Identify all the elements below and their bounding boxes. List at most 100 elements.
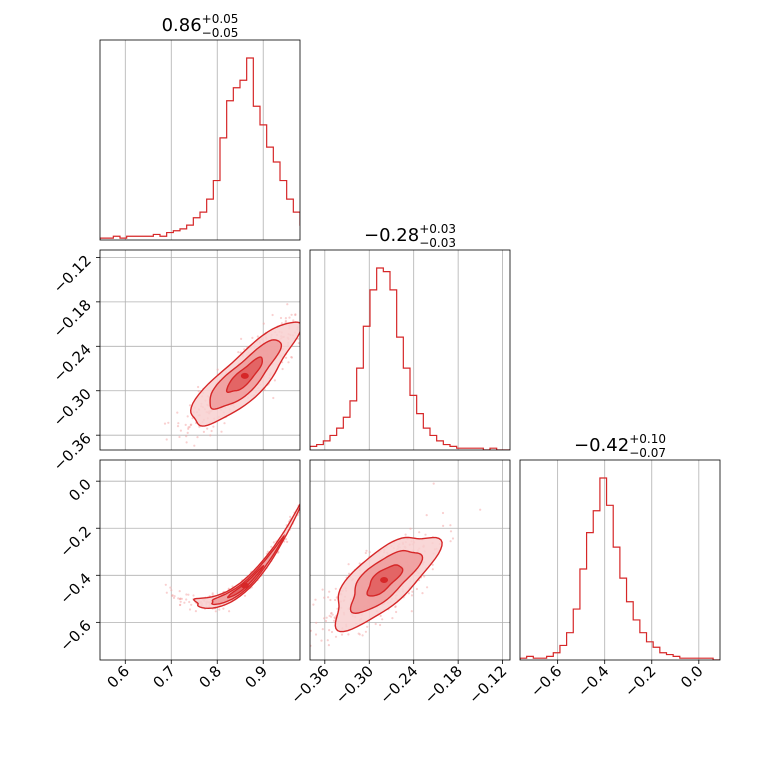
histogram-panel-1: −0.28+0.03 −0.03 xyxy=(309,222,511,451)
sample-point xyxy=(163,422,167,425)
parameter-title-0: 0.86+0.05 −0.05 xyxy=(162,12,239,40)
histogram-panel-2: −0.42+0.10 −0.07 xyxy=(519,432,721,661)
sample-point xyxy=(167,451,169,453)
sample-point xyxy=(449,540,452,543)
sample-point xyxy=(178,590,181,593)
sample-point xyxy=(407,592,410,595)
sample-point xyxy=(315,621,318,624)
sample-point xyxy=(304,492,306,494)
sample-point xyxy=(184,423,187,426)
sample-point xyxy=(171,594,174,597)
panel-frame xyxy=(309,249,511,451)
sample-point xyxy=(251,336,254,339)
sample-point xyxy=(169,586,172,589)
sample-point xyxy=(305,496,307,498)
sample-point xyxy=(330,611,333,615)
y-tick-label-1-3: −0.18 xyxy=(50,296,95,341)
sample-point xyxy=(334,635,338,638)
sample-point xyxy=(185,435,188,438)
sample-point xyxy=(285,356,288,359)
sample-point xyxy=(196,436,199,439)
sample-point xyxy=(178,603,182,607)
sample-point xyxy=(394,605,397,609)
histogram-step-line xyxy=(520,477,720,660)
sample-point xyxy=(312,479,314,481)
sample-point xyxy=(425,514,428,517)
sample-point xyxy=(330,316,332,318)
sample-point xyxy=(191,417,194,420)
sample-point xyxy=(410,610,413,613)
density-peak xyxy=(380,577,389,583)
sample-point xyxy=(442,524,445,528)
x-tick-label-1-3: −0.18 xyxy=(421,662,466,707)
sample-point xyxy=(391,617,394,620)
sample-point xyxy=(424,533,427,536)
sample-point xyxy=(188,404,192,407)
sample-point xyxy=(194,610,197,613)
sample-point xyxy=(294,313,297,317)
y-tick-label-1-1: −0.30 xyxy=(50,385,95,430)
panel-frame xyxy=(99,459,301,661)
x-tick-label-2-0: −0.6 xyxy=(527,662,565,700)
density-content xyxy=(289,482,482,647)
sample-point xyxy=(165,591,168,594)
sample-point xyxy=(329,598,332,602)
sample-point xyxy=(301,341,303,343)
density-panel-1-2 xyxy=(289,459,511,661)
contour-level-1 xyxy=(192,502,300,610)
sample-point xyxy=(209,434,212,437)
x-tick-label-1-0: −0.36 xyxy=(287,662,332,707)
sample-point xyxy=(423,575,426,578)
sample-point xyxy=(286,303,289,306)
sample-point xyxy=(197,385,200,389)
sample-point xyxy=(361,634,364,637)
panel-frame xyxy=(99,39,301,241)
sample-point xyxy=(223,422,226,425)
sample-point xyxy=(279,316,283,320)
sample-point xyxy=(323,617,326,620)
density-panel-0-1 xyxy=(99,249,332,453)
x-tick-label-1-4: −0.12 xyxy=(465,662,510,707)
sample-point xyxy=(271,313,274,317)
sample-point xyxy=(231,585,234,588)
y-tick-label-2-0: −0.6 xyxy=(56,616,94,654)
density-content xyxy=(163,295,332,453)
sample-point xyxy=(364,551,367,555)
sample-point xyxy=(188,608,192,611)
parameter-title-2: −0.42+0.10 −0.07 xyxy=(574,432,666,460)
sample-point xyxy=(185,598,188,601)
sample-point xyxy=(177,422,180,425)
sample-point xyxy=(178,435,181,439)
sample-point xyxy=(289,515,292,519)
sample-point xyxy=(284,317,287,320)
sample-point xyxy=(210,429,213,433)
sample-point xyxy=(304,295,306,297)
sample-point xyxy=(335,596,338,599)
x-tick-label-0-2: 0.8 xyxy=(195,662,225,692)
sample-point xyxy=(273,379,276,382)
sample-point xyxy=(334,587,337,590)
sample-point xyxy=(266,550,269,553)
y-tick-label-2-1: −0.4 xyxy=(56,569,94,607)
sample-point xyxy=(187,593,190,596)
sample-point xyxy=(289,635,291,637)
sample-point xyxy=(190,423,193,426)
sample-point xyxy=(316,313,318,315)
sample-point xyxy=(180,597,183,600)
y-tick-label-1-0: −0.36 xyxy=(50,429,95,474)
density-peak xyxy=(240,582,249,589)
sample-point xyxy=(327,644,330,647)
sample-point xyxy=(340,633,344,636)
density-content xyxy=(164,479,314,613)
sample-point xyxy=(347,563,350,566)
sample-point xyxy=(280,322,283,325)
sample-point xyxy=(321,588,324,591)
sample-point xyxy=(179,597,182,600)
sample-point xyxy=(186,415,189,418)
sample-point xyxy=(330,615,333,618)
sample-point xyxy=(331,613,334,616)
histogram-step-line xyxy=(310,267,510,450)
sample-point xyxy=(365,549,368,552)
sample-point xyxy=(415,587,418,591)
sample-point xyxy=(404,533,407,536)
